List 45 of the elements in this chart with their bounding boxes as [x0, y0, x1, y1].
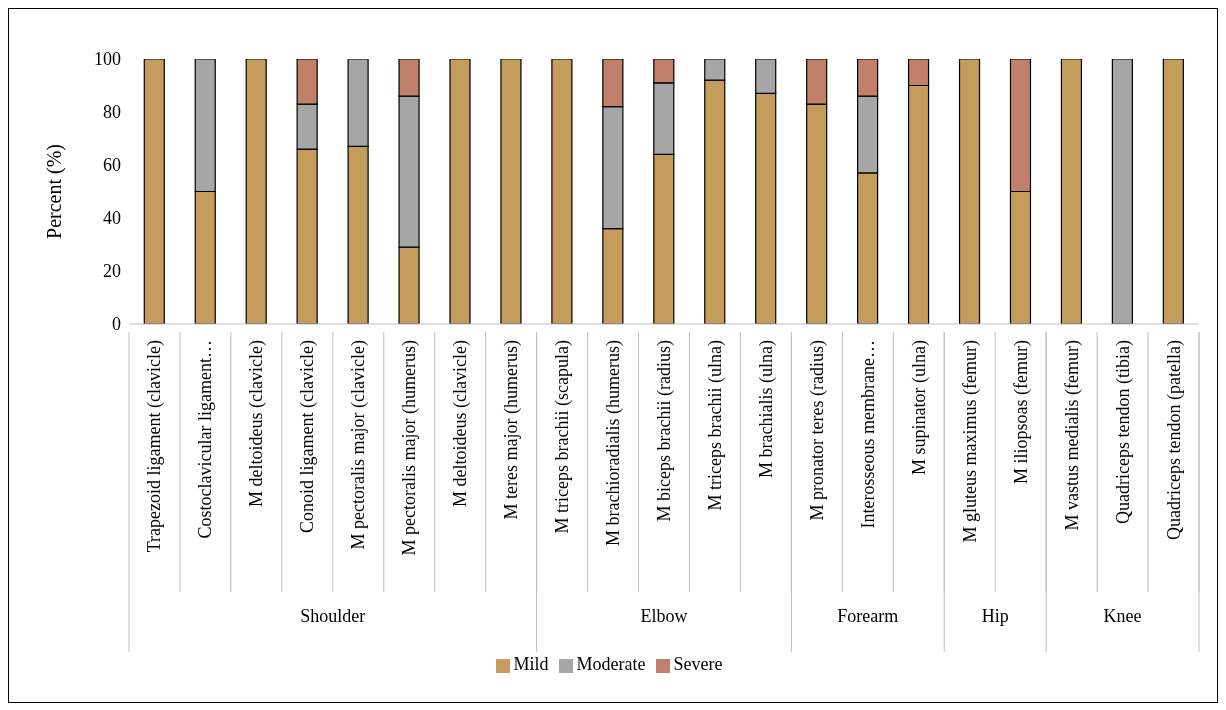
bar [245, 59, 267, 324]
x-tick-label: M pectoralis major (clavicle) [348, 340, 370, 550]
x-tick-label: Quadriceps tendon (tibia) [1112, 339, 1134, 524]
legend-label: Mild [513, 654, 549, 674]
y-tick-label: 40 [103, 208, 121, 229]
text: Shoulder [300, 606, 366, 626]
legend-label: Moderate [576, 654, 646, 674]
x-tick-label: Quadriceps tendon (patella) [1163, 340, 1185, 540]
legend-label: Severe [673, 654, 723, 674]
y-tick-label: 80 [103, 102, 121, 123]
x-tick-label: M triceps brachii (ulna) [704, 339, 726, 511]
y-tick-label: 0 [112, 314, 121, 335]
bar [1060, 59, 1083, 324]
x-tick-label: Trapezoid ligament (clavicle) [144, 340, 166, 553]
bar [551, 59, 573, 324]
bar [143, 59, 165, 324]
x-tick-label: M iliopsoas (femur) [1010, 340, 1032, 484]
x-tick-label: M pronator teres (radius) [806, 340, 828, 521]
bar [1162, 59, 1184, 324]
x-tick-label: Conoid ligament (clavicle) [297, 339, 319, 533]
x-tick-label: M supinator (ulna) [908, 340, 930, 475]
x-tick-label: Costoclavicular ligament… [195, 340, 216, 539]
x-tick-label: M brachialis (ulna) [755, 339, 777, 478]
x-tick-label: M brachioradialis (humerus) [603, 340, 625, 546]
text: Forearm [837, 606, 899, 626]
bar [958, 59, 981, 324]
bar [449, 59, 471, 324]
text: Elbow [640, 606, 688, 626]
text: Knee [1103, 606, 1142, 626]
x-tick-label: M vastus medialis (femur) [1061, 340, 1083, 531]
x-tick-label: M pectoralis major (humerus) [399, 339, 421, 556]
y-axis-title: Percent (%) [43, 144, 67, 239]
y-tick-label: 60 [103, 155, 121, 176]
y-tick-label: 100 [94, 49, 121, 70]
x-tick-label: M triceps brachii (scapula) [552, 340, 574, 534]
bar [1111, 59, 1133, 324]
x-tick-label: M biceps brachii (radius) [654, 340, 675, 522]
x-tick-label: M gluteus maximus (femur) [959, 340, 981, 543]
x-tick-label: M teres major (humerus) [501, 340, 523, 520]
text: Hip [981, 606, 1009, 626]
bar [500, 59, 522, 324]
x-tick-label: M deltoideus (clavicle) [246, 340, 268, 507]
y-tick-label: 20 [103, 261, 121, 282]
x-tick-label: Interosseous membrane… [857, 340, 878, 529]
x-tick-label: M deltoideus (clavicle) [450, 340, 472, 507]
